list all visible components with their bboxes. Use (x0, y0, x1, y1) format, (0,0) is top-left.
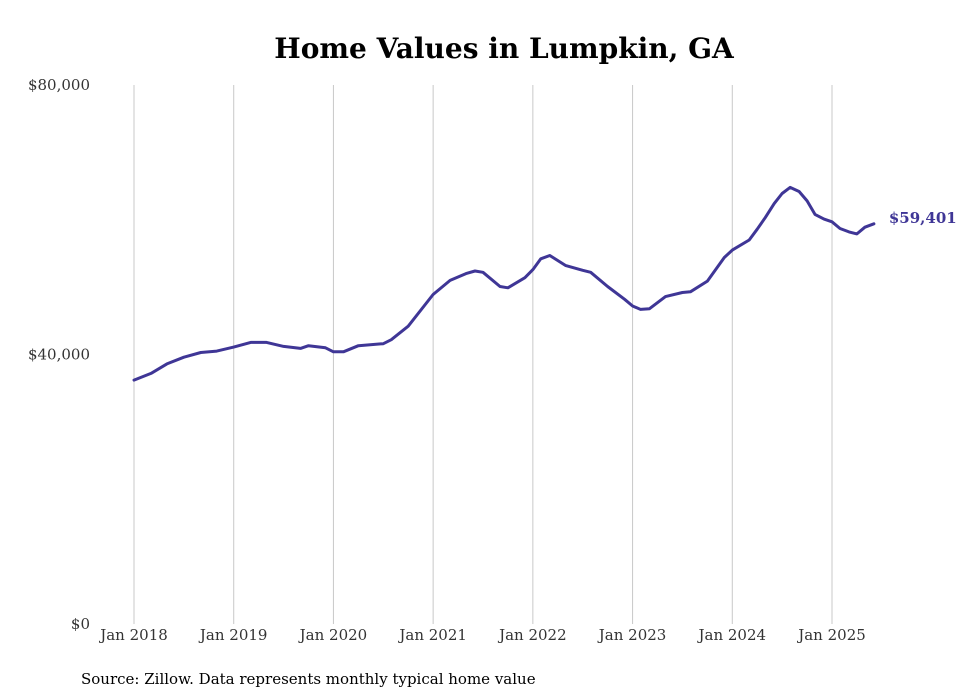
home-value-line (132, 185, 876, 382)
x-tick-label: Jan 2025 (796, 626, 866, 644)
x-tick-label: Jan 2021 (397, 626, 467, 644)
x-tick-label: Jan 2024 (697, 626, 767, 644)
x-tick-label: Jan 2023 (597, 626, 667, 644)
latest-value-label: $59,401 (889, 209, 957, 227)
y-tick-label: $40,000 (28, 346, 90, 364)
y-tick-label: $0 (71, 615, 90, 633)
x-tick-label: Jan 2020 (298, 626, 368, 644)
y-axis-ticks: $0 $40,000 $80,000 (28, 76, 90, 633)
y-tick-label: $80,000 (28, 76, 90, 94)
x-tick-label: Jan 2019 (198, 626, 268, 644)
x-axis-ticks: Jan 2018 Jan 2019 Jan 2020 Jan 2021 Jan 2022… (98, 626, 866, 644)
chart-title: Home Values in Lumpkin, GA (274, 32, 735, 65)
x-tick-label: Jan 2022 (497, 626, 567, 644)
x-tick-label: Jan 2018 (98, 626, 168, 644)
source-note: Source: Zillow. Data represents monthly … (81, 670, 536, 688)
gridlines (133, 85, 833, 624)
